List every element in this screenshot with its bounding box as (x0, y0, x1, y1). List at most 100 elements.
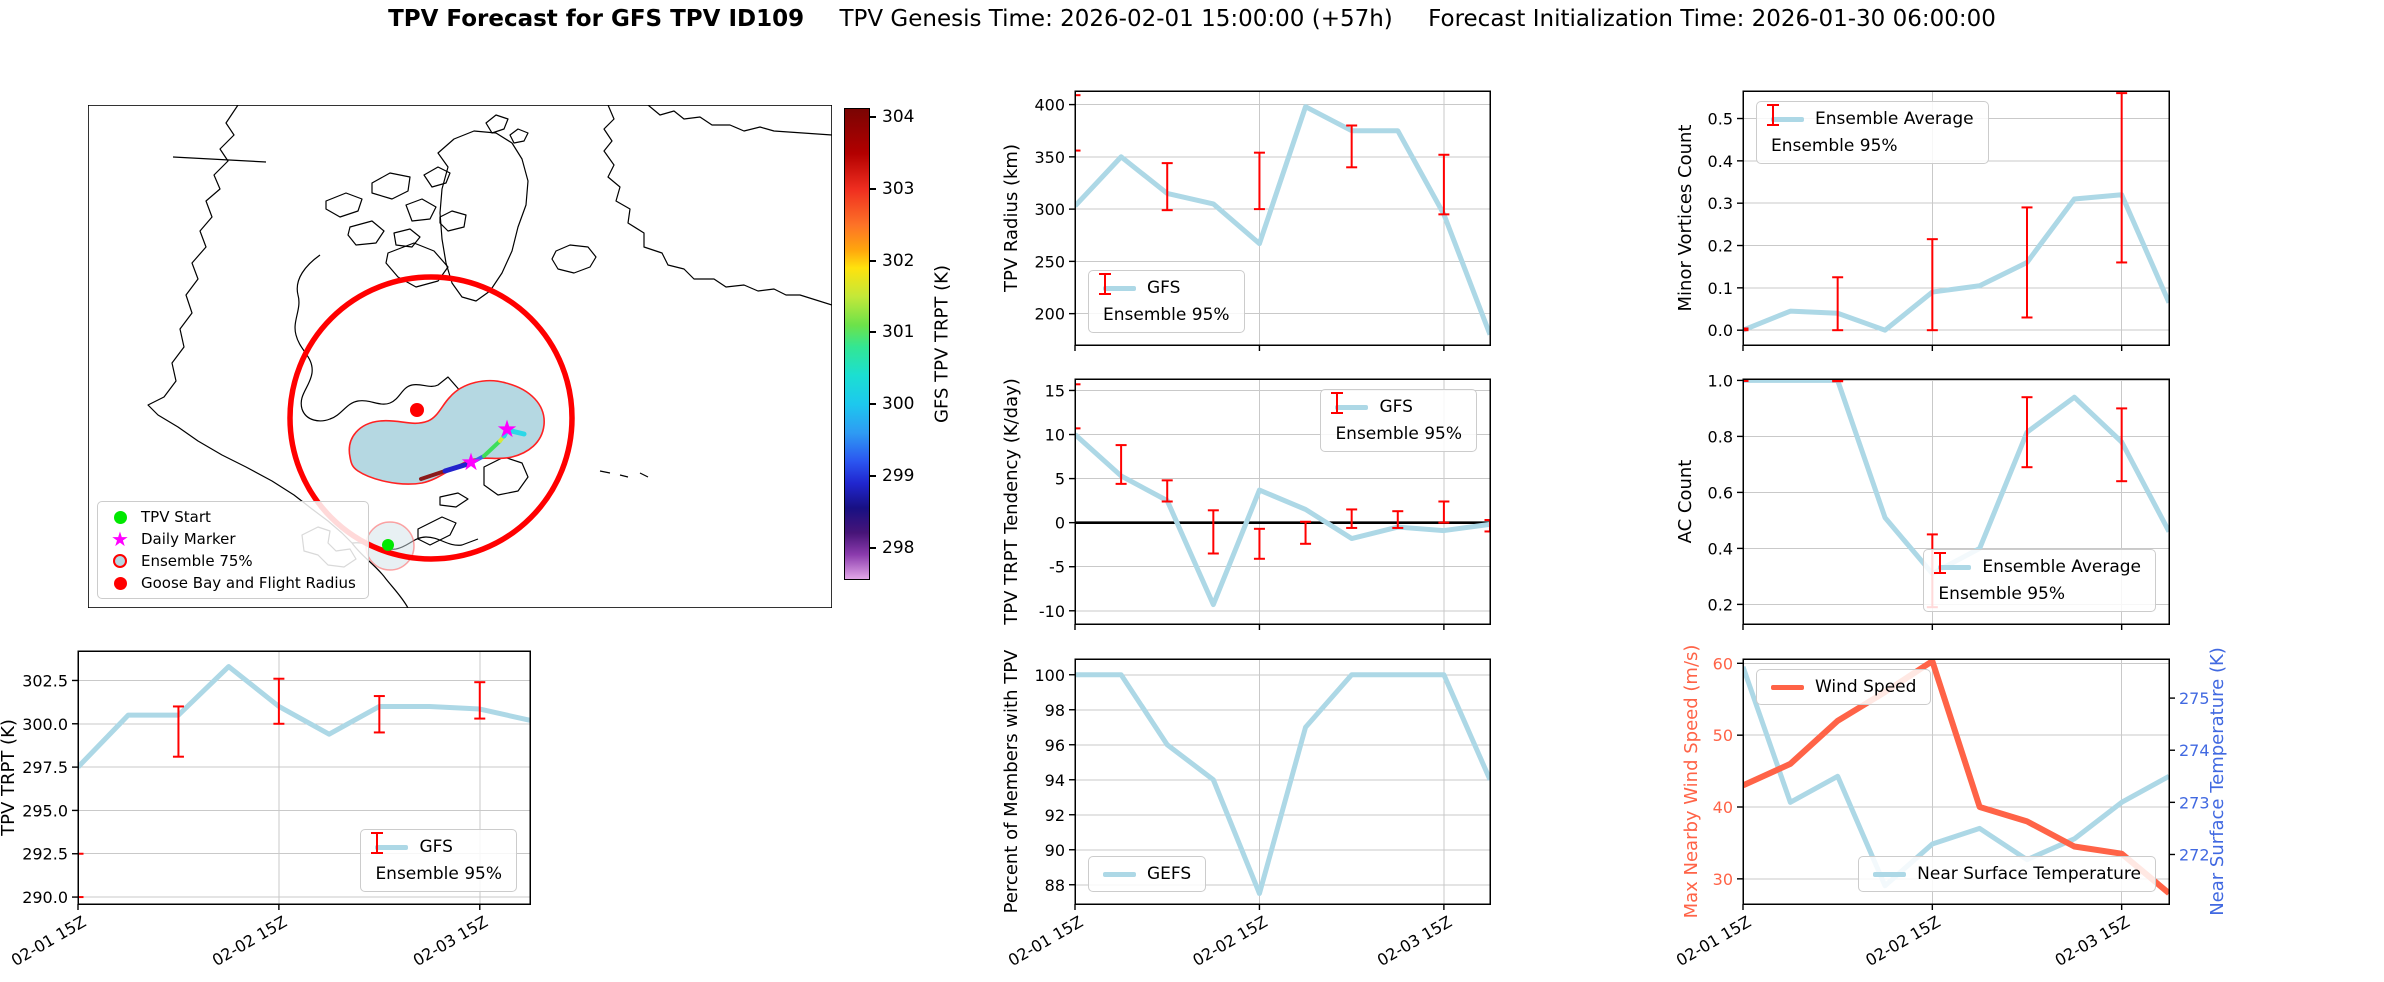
svg-text:250: 250 (1034, 252, 1065, 271)
y-axis-label-right: Near Surface Temperature (K) (2207, 647, 2228, 916)
y-axis-label: Max Nearby Wind Speed (m/s) (1681, 645, 1702, 919)
legend-label: Ensemble 95% (1771, 136, 1898, 156)
legend-errorbar-icon (1934, 552, 1947, 574)
y-axis-label: Minor Vortices Count (1675, 125, 1696, 312)
title-main: TPV Forecast for GFS TPV ID109 (388, 6, 805, 32)
svg-text:273: 273 (2179, 793, 2210, 812)
svg-text:0.6: 0.6 (1708, 483, 1733, 502)
flight-radius-circle (287, 274, 575, 562)
svg-text:90: 90 (1045, 841, 1065, 860)
svg-text:02-01 15Z: 02-01 15Z (1673, 912, 1754, 970)
legend-errorbar-icon (1767, 104, 1779, 126)
legend-line-swatch (1103, 285, 1136, 291)
svg-text:50: 50 (1713, 726, 1733, 745)
tpv-start-dot (382, 539, 394, 551)
legend-item: GEFS (1103, 864, 1191, 884)
dot-green-icon (110, 510, 130, 524)
legend-line-swatch (375, 844, 409, 850)
title-init-time: Forecast Initialization Time: 2026-01-30… (1428, 6, 1996, 32)
svg-text:40: 40 (1713, 798, 1733, 817)
legend-item: GFS (1335, 397, 1462, 417)
chart-wind-temp: 30 40 50 60 272 273 274 275 02-01 15Z 02-02 15Z 02… (1673, 645, 2228, 970)
colorbar-tick (870, 475, 876, 478)
legend-errorbar-icon (371, 832, 384, 854)
svg-text:0.1: 0.1 (1708, 279, 1733, 298)
svg-text:272: 272 (2179, 845, 2210, 864)
svg-text:0.3: 0.3 (1708, 194, 1733, 213)
map-legend-label: Goose Bay and Flight Radius (141, 574, 356, 592)
legend-item: Ensemble Average (1938, 557, 2141, 577)
legend-errorbar-icon (1331, 392, 1344, 414)
chart-legend: Wind Speed (1756, 669, 1932, 705)
legend-item: Ensemble 95% (1099, 273, 1230, 325)
chart-legend: GFS Ensemble 95% (360, 829, 517, 892)
legend-item: GFS (375, 837, 502, 857)
y-axis-label: TPV TRPT Tendency (K/day) (1001, 378, 1022, 626)
colorbar-tick-label: 298 (882, 538, 915, 559)
svg-text:1.0: 1.0 (1708, 371, 1733, 390)
title-genesis-time: TPV Genesis Time: 2026-02-01 15:00:00 (+… (839, 6, 1393, 32)
legend-item: GFS (1103, 278, 1230, 298)
map-legend-item: ★ Daily Marker (110, 529, 356, 549)
goose-bay-dot (410, 403, 424, 417)
svg-text:400: 400 (1034, 96, 1065, 115)
svg-text:0.5: 0.5 (1708, 110, 1733, 129)
svg-text:96: 96 (1045, 736, 1065, 755)
chart-legend: Ensemble Average Ensemble 95% (1756, 101, 1989, 164)
legend-errorbar-icon (1099, 273, 1111, 295)
svg-text:350: 350 (1034, 148, 1065, 167)
svg-text:0.8: 0.8 (1708, 427, 1733, 446)
colorbar-tick (870, 331, 876, 334)
colorbar-tick-label: 302 (882, 250, 915, 271)
legend-label: Wind Speed (1815, 677, 1917, 697)
chart-legend: GFS Ensemble 95% (1088, 270, 1245, 333)
colorbar-tick-label: 304 (882, 106, 915, 127)
map-legend-label: TPV Start (141, 508, 211, 526)
svg-text:98: 98 (1045, 701, 1065, 720)
svg-text:02-03 15Z: 02-03 15Z (2052, 912, 2133, 970)
colorbar-tick (870, 115, 876, 118)
legend-line-swatch (1771, 684, 1804, 690)
chart-percent-members: 88 90 92 94 96 98 100 02-01 15Z 02-02 15Z 02-03 1… (1001, 649, 1491, 970)
svg-text:60: 60 (1713, 654, 1733, 673)
svg-text:0.2: 0.2 (1708, 595, 1733, 614)
colorbar-tick-label: 300 (882, 394, 915, 415)
legend-item: Ensemble 95% (371, 832, 502, 884)
svg-text:02-02 15Z: 02-02 15Z (1189, 912, 1270, 970)
svg-text:30: 30 (1713, 870, 1733, 889)
colorbar: 304 303 302 301 300 299 298 GFS TPV TRPT (K) (844, 107, 953, 580)
svg-text:0: 0 (1055, 514, 1065, 533)
legend-label: Ensemble 95% (1335, 424, 1462, 444)
y-axis-label: TPV Radius (km) (1001, 144, 1022, 293)
legend-item: Ensemble 95% (1767, 104, 1974, 156)
svg-text:02-01 15Z: 02-01 15Z (1005, 912, 1086, 970)
tpv-track (419, 427, 527, 481)
dot-red-icon (110, 576, 130, 590)
colorbar-tick (870, 403, 876, 406)
chart-legend: GFS Ensemble 95% (1320, 389, 1477, 452)
legend-item: Wind Speed (1771, 677, 1916, 697)
svg-text:02-03 15Z: 02-03 15Z (1374, 912, 1455, 970)
legend-item: Ensemble 95% (1331, 392, 1462, 444)
map-legend: TPV Start ★ Daily Marker Ensemble 75% Goose … (97, 501, 369, 599)
colorbar-tick-label: 301 (882, 322, 915, 343)
svg-text:88: 88 (1045, 876, 1065, 895)
svg-text:302.5: 302.5 (22, 671, 68, 690)
colorbar-gradient (844, 108, 870, 580)
svg-text:295.0: 295.0 (22, 801, 68, 820)
svg-text:0.2: 0.2 (1708, 237, 1733, 256)
legend-label: Ensemble 95% (375, 864, 502, 884)
svg-text:300.0: 300.0 (22, 715, 68, 734)
svg-text:0.0: 0.0 (1708, 321, 1733, 340)
legend-line-swatch (1873, 871, 1907, 877)
legend-label: Ensemble 95% (1938, 584, 2065, 604)
svg-text:10: 10 (1045, 426, 1065, 445)
chart-legend: GEFS (1088, 856, 1207, 892)
legend-label: GFS (419, 837, 453, 857)
svg-text:100: 100 (1034, 666, 1065, 685)
chart-ac-count: 0.2 0.4 0.6 0.8 1.0 AC Count Ensemble Average E… (1675, 371, 2170, 630)
chart-tpv-radius: 200 250 300 350 400 TPV Radius (km) GFS Ensembl… (1001, 90, 1491, 351)
map-legend-label: Ensemble 75% (141, 552, 253, 570)
y-axis-label: AC Count (1675, 460, 1696, 544)
svg-text:15: 15 (1045, 381, 1065, 400)
